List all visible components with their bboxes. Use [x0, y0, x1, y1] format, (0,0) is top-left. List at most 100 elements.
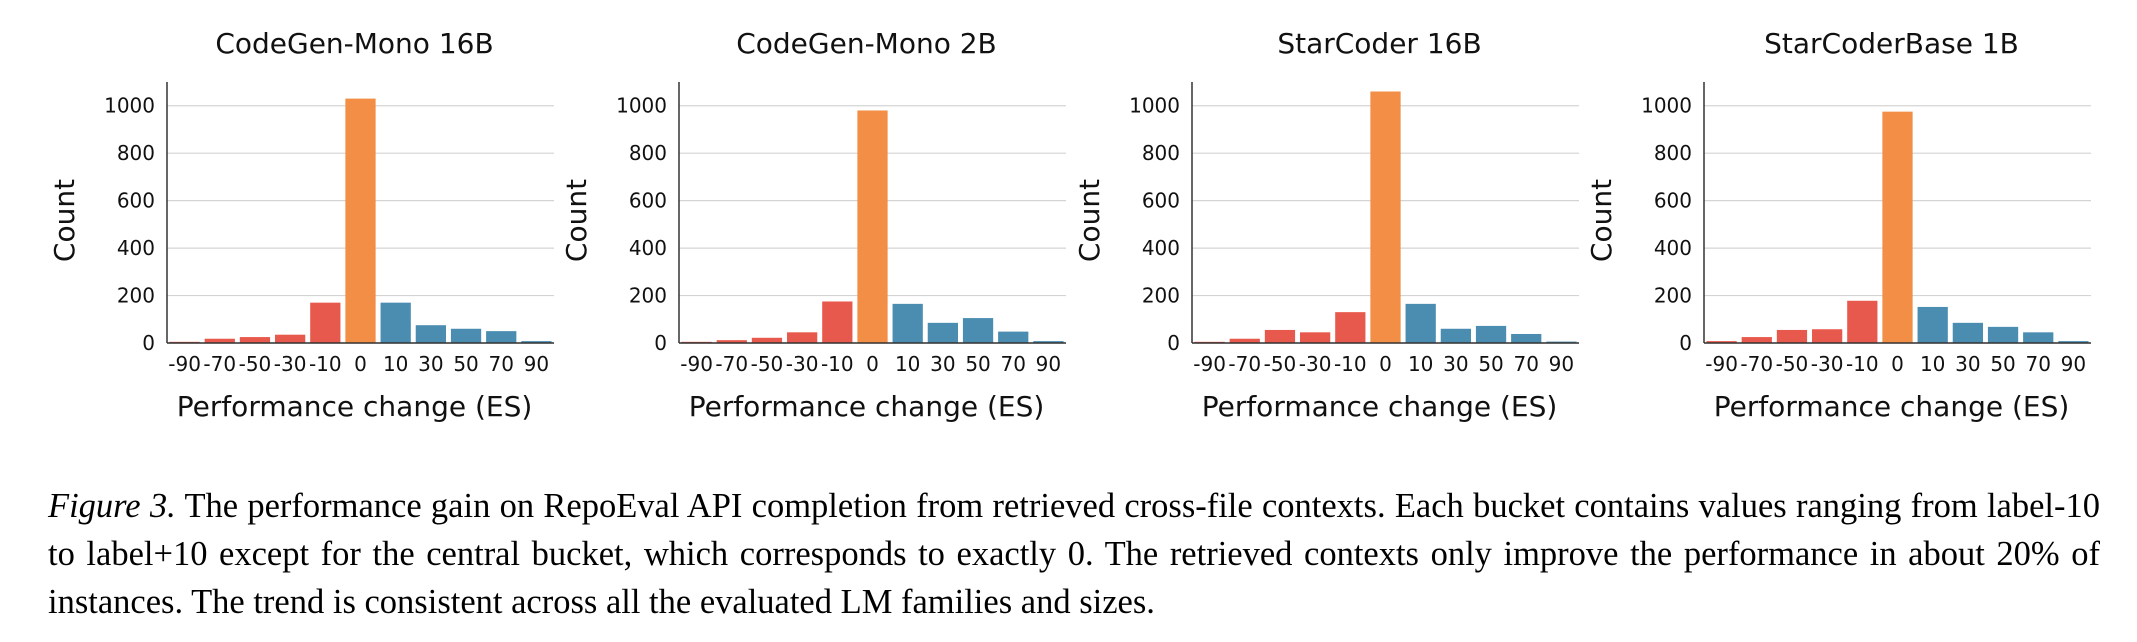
- bar: [716, 340, 747, 343]
- x-tick-label: 70: [1001, 352, 1026, 376]
- y-tick-label: 400: [1142, 236, 1180, 260]
- x-tick-label: 0: [866, 352, 879, 376]
- x-tick-label: -70: [715, 352, 748, 376]
- y-tick-label: 0: [1167, 331, 1180, 355]
- y-tick-label: 800: [1142, 141, 1180, 165]
- bar: [857, 110, 888, 344]
- x-tick-label: 90: [2061, 352, 2086, 376]
- x-tick-label: 10: [1408, 352, 1433, 376]
- bar: [927, 322, 958, 343]
- x-axis-label: Performance change (ES): [177, 390, 533, 423]
- x-tick-label: -10: [1846, 352, 1879, 376]
- bar: [1440, 328, 1471, 343]
- y-tick-label: 200: [117, 284, 155, 308]
- figure-caption: Figure 3. The performance gain on RepoEv…: [48, 482, 2100, 626]
- bar: [345, 98, 376, 343]
- y-tick-label: 600: [1142, 189, 1180, 213]
- x-tick-label: 50: [453, 352, 478, 376]
- x-tick-label: -70: [1228, 352, 1261, 376]
- bar: [892, 303, 923, 343]
- x-tick-label: -50: [1264, 352, 1297, 376]
- y-tick-label: 600: [1654, 189, 1692, 213]
- bar: [1300, 332, 1331, 343]
- bar: [239, 337, 271, 343]
- x-tick-label: 10: [383, 352, 408, 376]
- x-tick-label: -90: [168, 352, 201, 376]
- caption-label: Figure 3.: [48, 487, 176, 525]
- bar: [751, 337, 783, 343]
- x-tick-label: 50: [1478, 352, 1503, 376]
- x-tick-label: -70: [1740, 352, 1773, 376]
- bar: [486, 331, 517, 343]
- caption-text: The performance gain on RepoEval API com…: [48, 487, 2100, 621]
- x-tick-label: -10: [1334, 352, 1367, 376]
- y-tick-label: 0: [654, 331, 667, 355]
- x-tick-label: -30: [786, 352, 819, 376]
- bar: [1812, 329, 1843, 343]
- bar: [787, 332, 818, 343]
- bar: [450, 328, 482, 343]
- y-tick-label: 200: [629, 284, 667, 308]
- x-tick-label: 10: [895, 352, 920, 376]
- x-tick-label: -90: [1193, 352, 1226, 376]
- x-tick-label: -50: [1776, 352, 1809, 376]
- bar: [415, 325, 446, 343]
- bar: [1033, 341, 1064, 343]
- bar: [1370, 91, 1401, 343]
- bar: [1847, 300, 1878, 343]
- x-tick-label: 30: [1955, 352, 1980, 376]
- x-tick-label: -50: [751, 352, 784, 376]
- y-tick-label: 600: [117, 189, 155, 213]
- y-tick-label: 1000: [1129, 94, 1180, 118]
- y-tick-label: 1000: [616, 94, 667, 118]
- y-axis-label: Count: [1073, 179, 1106, 262]
- bar: [2023, 332, 2054, 343]
- x-tick-label: 30: [930, 352, 955, 376]
- bar: [204, 338, 235, 343]
- bar: [2058, 341, 2089, 343]
- bar: [380, 302, 411, 343]
- x-tick-label: 0: [1379, 352, 1392, 376]
- bar: [1229, 338, 1260, 343]
- y-axis-label: Count: [1585, 179, 1618, 262]
- y-axis-label: Count: [560, 179, 593, 262]
- y-tick-label: 400: [629, 236, 667, 260]
- x-tick-label: -90: [1705, 352, 1738, 376]
- x-axis-label: Performance change (ES): [689, 390, 1045, 423]
- bar: [1335, 312, 1366, 343]
- bar: [998, 331, 1029, 343]
- y-tick-label: 800: [117, 141, 155, 165]
- chart-title: StarCoderBase 1B: [1764, 27, 2019, 60]
- bar: [1264, 329, 1296, 343]
- bar: [1741, 337, 1772, 343]
- chart-panel: 0 200 400 600 800 1000 -90 -70 -50 -30 -10 0 10 30 50 7…: [560, 27, 1066, 423]
- x-tick-label: -30: [1299, 352, 1332, 376]
- x-tick-label: 90: [1036, 352, 1061, 376]
- x-axis-label: Performance change (ES): [1714, 390, 2070, 423]
- y-tick-label: 200: [1142, 284, 1180, 308]
- y-tick-label: 200: [1654, 284, 1692, 308]
- x-tick-label: -10: [821, 352, 854, 376]
- bar: [275, 334, 306, 343]
- x-tick-label: 0: [1891, 352, 1904, 376]
- x-tick-label: 90: [1549, 352, 1574, 376]
- bar: [1917, 306, 1948, 343]
- x-tick-label: -70: [203, 352, 236, 376]
- y-axis-label: Count: [48, 179, 81, 262]
- bar: [1511, 333, 1542, 343]
- bar: [1987, 326, 2019, 343]
- x-tick-label: 10: [1920, 352, 1945, 376]
- x-tick-label: 70: [1514, 352, 1539, 376]
- chart-title: StarCoder 16B: [1277, 27, 1481, 60]
- x-tick-label: 30: [1443, 352, 1468, 376]
- y-tick-label: 0: [1679, 331, 1692, 355]
- bar: [1475, 325, 1507, 343]
- bar: [1706, 341, 1737, 343]
- bar: [1952, 322, 1983, 343]
- x-tick-label: 70: [489, 352, 514, 376]
- y-tick-label: 800: [1654, 141, 1692, 165]
- x-tick-label: -30: [1811, 352, 1844, 376]
- y-tick-label: 0: [142, 331, 155, 355]
- y-tick-label: 600: [629, 189, 667, 213]
